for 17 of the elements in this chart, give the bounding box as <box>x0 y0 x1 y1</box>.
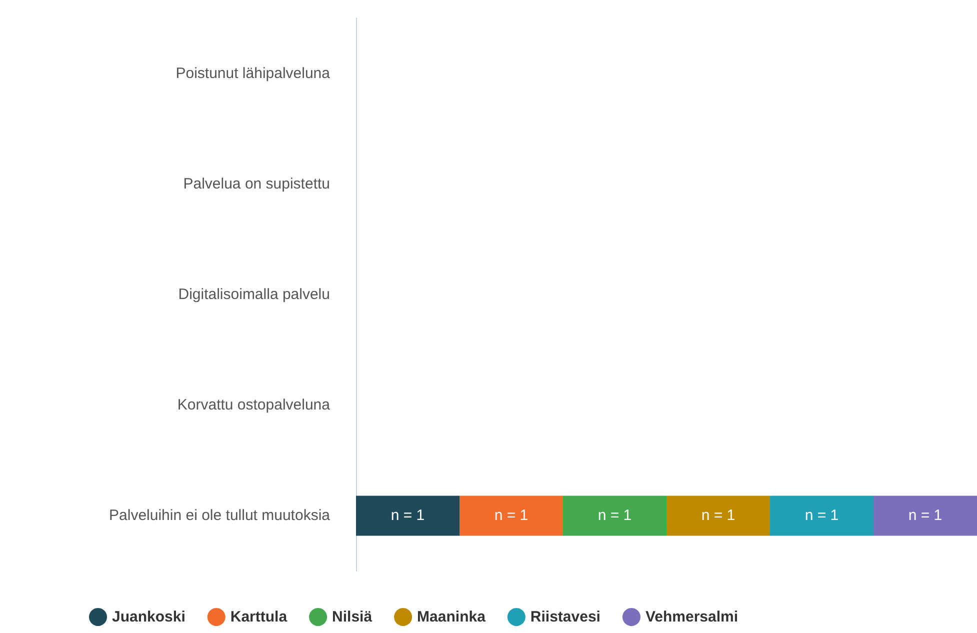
data-label: n = 1 <box>701 507 736 524</box>
data-label: n = 1 <box>494 507 528 524</box>
data-label: n = 1 <box>390 507 425 524</box>
data-label: n = 1 <box>908 507 942 524</box>
y-tick-label: Korvattu ostopalveluna <box>177 396 331 414</box>
legend-label: Maaninka <box>417 608 486 626</box>
data-label: n = 1 <box>804 507 839 524</box>
legend-label: Juankoski <box>112 608 186 626</box>
legend-label: Riistavesi <box>530 608 600 626</box>
legend-label: Vehmersalmi <box>645 608 738 626</box>
legend-label: Nilsiä <box>332 608 373 626</box>
data-label: n = 1 <box>598 507 632 524</box>
y-tick-label: Palvelua on supistettu <box>183 175 330 192</box>
y-tick-label: Poistunut lähipalveluna <box>176 64 331 82</box>
y-tick-label: Palveluihin ei ole tullut muutoksia <box>109 507 331 524</box>
legend-label: Karttula <box>230 608 288 626</box>
y-tick-label: Digitalisoimalla palvelu <box>178 286 330 303</box>
